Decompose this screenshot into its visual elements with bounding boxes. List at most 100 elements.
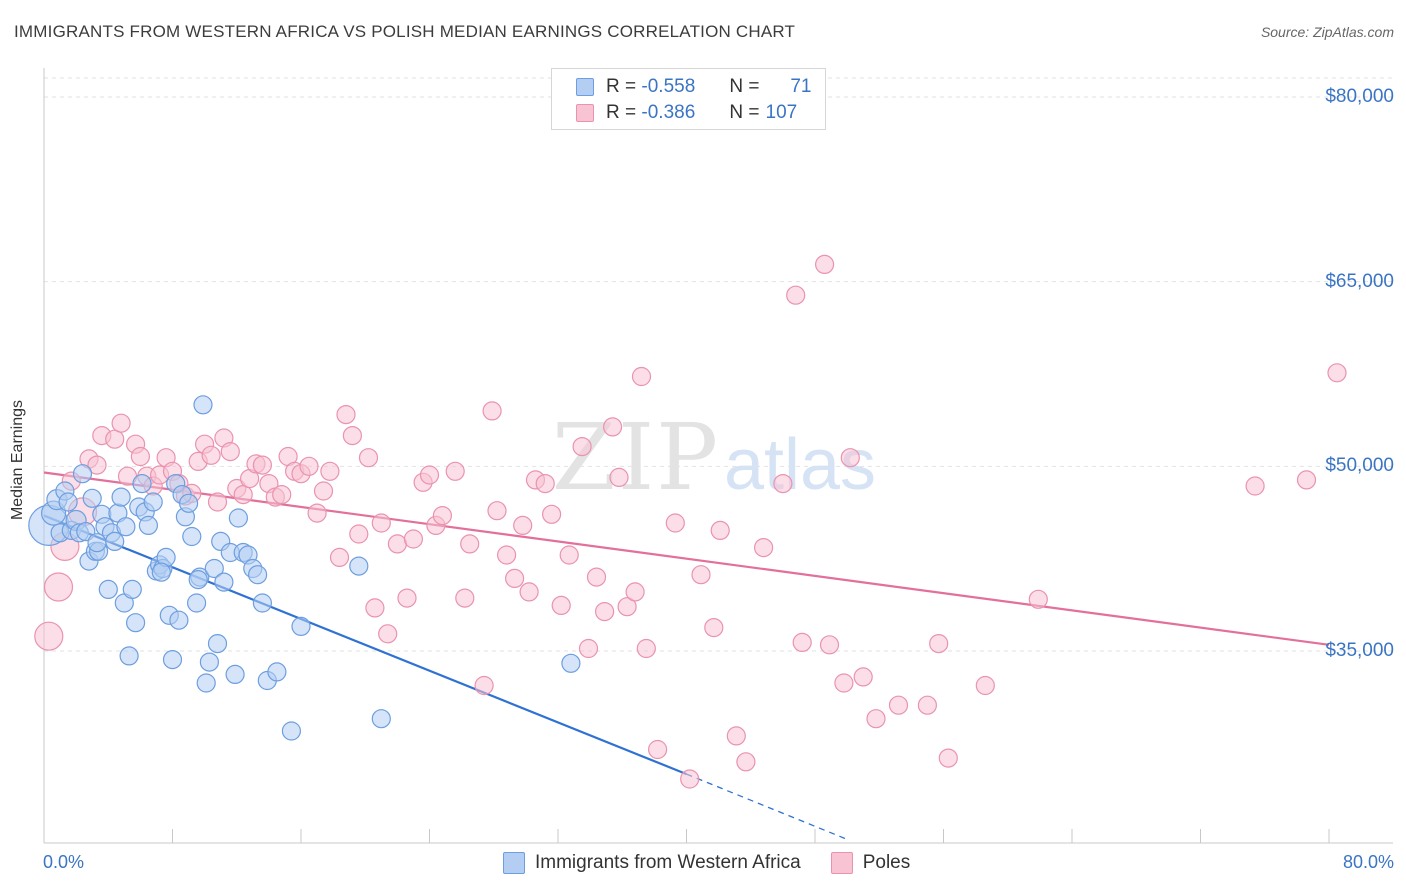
data-point bbox=[710, 520, 730, 541]
legend-swatch-blue bbox=[576, 78, 594, 96]
data-point bbox=[267, 662, 287, 682]
r-label: R = bbox=[606, 102, 637, 123]
data-point bbox=[586, 567, 607, 587]
data-point bbox=[252, 593, 272, 613]
data-point bbox=[578, 638, 599, 659]
legend-item-poles[interactable]: Poles bbox=[830, 852, 911, 874]
data-point bbox=[233, 485, 253, 505]
data-point bbox=[299, 456, 319, 476]
data-point bbox=[248, 565, 268, 585]
data-point bbox=[504, 568, 525, 589]
y-tick-label: $50,000 bbox=[1325, 455, 1394, 477]
legend-label: Poles bbox=[862, 852, 911, 873]
data-point bbox=[665, 513, 685, 533]
data-point bbox=[432, 505, 452, 526]
data-point bbox=[182, 526, 202, 547]
data-point bbox=[853, 667, 873, 687]
data-point bbox=[680, 769, 700, 789]
data-point bbox=[220, 442, 240, 462]
data-point bbox=[460, 534, 480, 554]
y-tick-label: $80,000 bbox=[1325, 86, 1394, 107]
data-point bbox=[397, 588, 417, 608]
data-point bbox=[34, 621, 64, 651]
data-point bbox=[349, 524, 369, 544]
legend-swatch-blue bbox=[503, 852, 525, 874]
data-point bbox=[43, 572, 74, 602]
data-point bbox=[187, 593, 207, 613]
data-point bbox=[866, 709, 886, 729]
data-point bbox=[888, 695, 909, 715]
data-point bbox=[403, 529, 423, 549]
data-point bbox=[126, 613, 146, 633]
data-point bbox=[199, 652, 219, 672]
data-point bbox=[378, 624, 398, 644]
data-point bbox=[307, 503, 327, 523]
data-point bbox=[814, 254, 835, 274]
data-point bbox=[201, 445, 221, 465]
data-point bbox=[320, 461, 340, 481]
data-point bbox=[207, 492, 228, 512]
axes bbox=[43, 68, 1393, 844]
n-label: N = bbox=[729, 76, 760, 97]
data-point bbox=[631, 366, 652, 387]
data-point bbox=[342, 426, 362, 446]
data-point bbox=[87, 455, 107, 475]
data-point bbox=[179, 493, 199, 513]
data-point bbox=[445, 461, 465, 481]
chart-title: IMMIGRANTS FROM WESTERN AFRICA VS POLISH… bbox=[14, 22, 796, 41]
data-point bbox=[193, 395, 213, 415]
legend-item-western-africa[interactable]: Immigrants from Western Africa bbox=[503, 852, 801, 874]
data-point bbox=[975, 675, 995, 696]
x-tick-max: 80.0% bbox=[1342, 852, 1394, 872]
data-point bbox=[252, 455, 272, 475]
series-legend: Immigrants from Western Africa Poles bbox=[503, 852, 940, 874]
data-point bbox=[840, 448, 860, 468]
data-point bbox=[98, 579, 118, 600]
data-point bbox=[281, 721, 301, 741]
r-value: -0.386 bbox=[641, 102, 696, 123]
y-tick-label: $35,000 bbox=[1325, 640, 1394, 661]
n-label: N = bbox=[729, 102, 760, 123]
r-label: R = bbox=[606, 76, 637, 97]
data-point bbox=[119, 646, 139, 666]
data-point bbox=[487, 501, 507, 521]
data-point bbox=[1028, 589, 1048, 609]
data-point bbox=[474, 675, 494, 696]
data-point bbox=[419, 465, 440, 485]
data-point bbox=[551, 595, 571, 616]
data-point bbox=[349, 556, 369, 576]
data-point bbox=[225, 664, 245, 685]
data-point bbox=[272, 485, 292, 505]
data-point bbox=[336, 405, 356, 425]
y-tick-label: $65,000 bbox=[1325, 270, 1394, 292]
data-point bbox=[116, 517, 136, 537]
data-point bbox=[1245, 476, 1265, 496]
data-point bbox=[753, 537, 774, 558]
data-point bbox=[111, 413, 131, 433]
data-points bbox=[28, 254, 1347, 789]
legend-row-blue: R = -0.558 N = 71 bbox=[576, 75, 812, 99]
data-point bbox=[188, 569, 208, 590]
data-point bbox=[371, 513, 391, 533]
data-point bbox=[105, 429, 125, 449]
data-point bbox=[647, 739, 668, 760]
data-point bbox=[617, 597, 637, 617]
data-point bbox=[519, 582, 539, 602]
data-point bbox=[72, 464, 93, 484]
data-point bbox=[535, 474, 555, 494]
legend-swatch-pink bbox=[830, 852, 853, 874]
data-point bbox=[625, 582, 645, 602]
data-point bbox=[122, 579, 142, 600]
data-point bbox=[196, 673, 216, 693]
data-point bbox=[819, 635, 840, 655]
data-point bbox=[111, 487, 131, 507]
trend-lines bbox=[43, 471, 1330, 840]
data-point bbox=[291, 616, 311, 637]
watermark-zip: ZIP bbox=[552, 404, 720, 511]
data-point bbox=[371, 709, 391, 729]
data-point bbox=[929, 633, 949, 654]
legend-swatch-pink bbox=[576, 104, 594, 122]
data-point bbox=[726, 726, 746, 746]
data-point bbox=[559, 545, 579, 565]
n-value: 107 bbox=[765, 102, 798, 123]
